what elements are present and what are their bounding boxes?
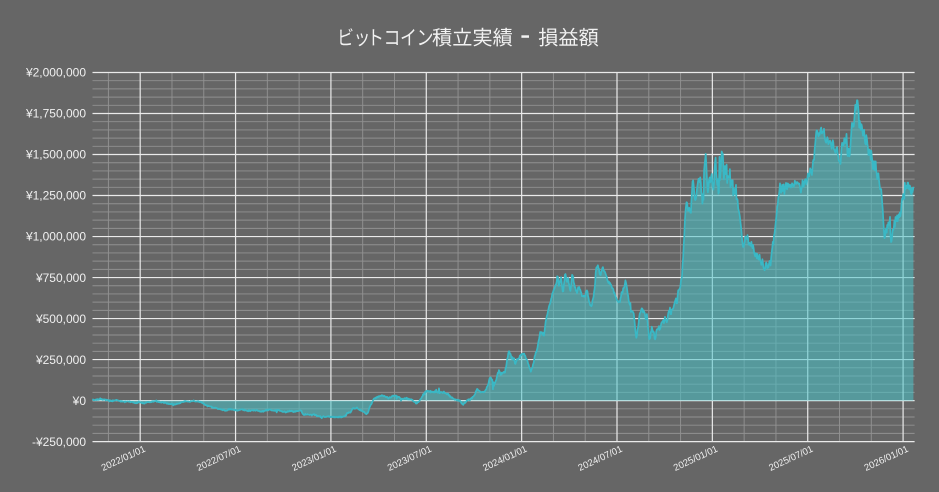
- svg-text:-¥250,000: -¥250,000: [32, 435, 86, 449]
- svg-text:¥1,750,000: ¥1,750,000: [25, 107, 86, 121]
- svg-text:¥2,000,000: ¥2,000,000: [25, 66, 86, 80]
- svg-text:¥1,250,000: ¥1,250,000: [25, 189, 86, 203]
- svg-text:¥250,000: ¥250,000: [35, 353, 86, 367]
- svg-text:¥750,000: ¥750,000: [35, 271, 86, 285]
- svg-text:¥1,000,000: ¥1,000,000: [25, 230, 86, 244]
- svg-text:¥1,500,000: ¥1,500,000: [25, 148, 86, 162]
- svg-text:¥0: ¥0: [72, 394, 87, 408]
- svg-text:¥500,000: ¥500,000: [35, 312, 86, 326]
